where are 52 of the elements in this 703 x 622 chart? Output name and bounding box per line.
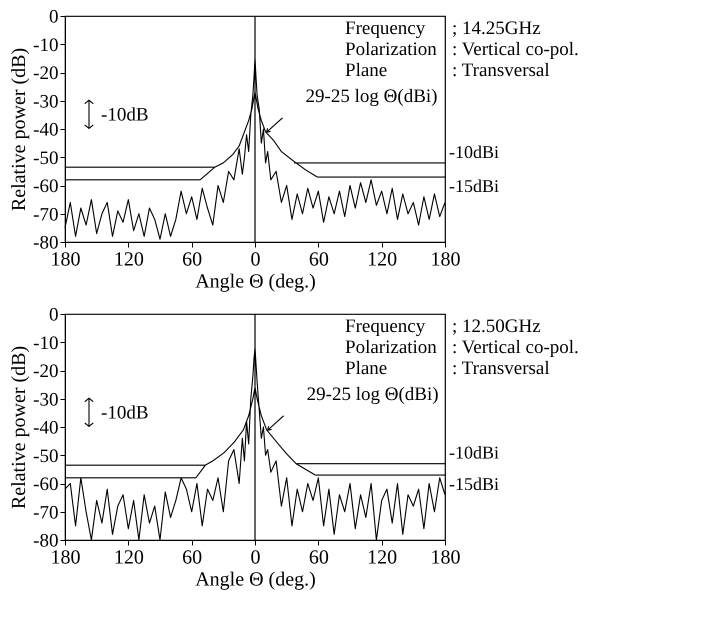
text: 29-25 log Θ(dBi) (306, 384, 439, 405)
x-axis-title: Angle Θ (deg.) (195, 568, 316, 590)
annotation: Plane (345, 60, 388, 81)
text: 29-25 log Θ(dBi) (306, 86, 438, 107)
annotation: Polarization (345, 337, 438, 358)
annotation: Polarization (345, 39, 438, 60)
y-tick-label: -50 (33, 148, 58, 169)
annotation: Frequency (345, 18, 426, 39)
x-tick-label: 60 (182, 248, 202, 270)
y-tick-label: -30 (33, 91, 58, 112)
y-axis-title: Relative power (dB) (8, 48, 30, 212)
x-tick-label: 0 (250, 248, 260, 270)
x-tick-label: 60 (182, 546, 202, 568)
y-tick-label: -60 (33, 176, 58, 197)
x-tick-label: 60 (308, 546, 329, 568)
annotation: Frequency (345, 316, 426, 337)
x-tick-label: 120 (367, 546, 398, 568)
y-axis-title: Relative power (dB) (8, 346, 30, 510)
y-tick-label: -70 (33, 502, 58, 524)
annotation: -10dB (101, 104, 148, 126)
annotation: Plane (345, 358, 388, 379)
y-tick-label: -20 (33, 63, 58, 84)
x-tick-label: 180 (430, 248, 460, 270)
text: ; 12.50GHz (452, 316, 541, 337)
y-tick-label: -40 (33, 120, 58, 140)
series-label: -10dBi (449, 142, 500, 162)
x-tick-label: 120 (114, 248, 144, 270)
annotation: -10dB (101, 402, 148, 424)
series-label: -10dBi (449, 442, 500, 463)
text: : Vertical co-pol. (452, 39, 579, 60)
x-tick-label: 120 (114, 546, 144, 568)
y-tick-label: -20 (33, 361, 58, 382)
y-tick-label: 0 (49, 6, 58, 28)
y-tick-label: -70 (33, 204, 58, 226)
y-tick-label: -60 (33, 474, 58, 495)
x-axis-title: Angle Θ (deg.) (195, 270, 316, 292)
series-label: -15dBi (449, 474, 500, 494)
y-tick-label: -50 (33, 446, 58, 467)
x-tick-label: 0 (250, 546, 260, 568)
x-tick-label: 120 (367, 248, 398, 270)
text: ; 14.25GHz (452, 18, 541, 39)
text: : Transversal (452, 358, 550, 379)
x-tick-label: 180 (430, 546, 460, 568)
x-tick-label: 60 (308, 248, 329, 270)
y-tick-label: -10 (33, 332, 58, 354)
series-label: -15dBi (449, 176, 500, 196)
y-tick-label: -30 (33, 389, 58, 410)
text: : Transversal (452, 60, 550, 81)
y-tick-label: -10 (33, 34, 58, 56)
text: : Vertical co-pol. (452, 337, 579, 358)
y-tick-label: 0 (49, 304, 58, 326)
y-tick-label: -40 (33, 418, 58, 438)
